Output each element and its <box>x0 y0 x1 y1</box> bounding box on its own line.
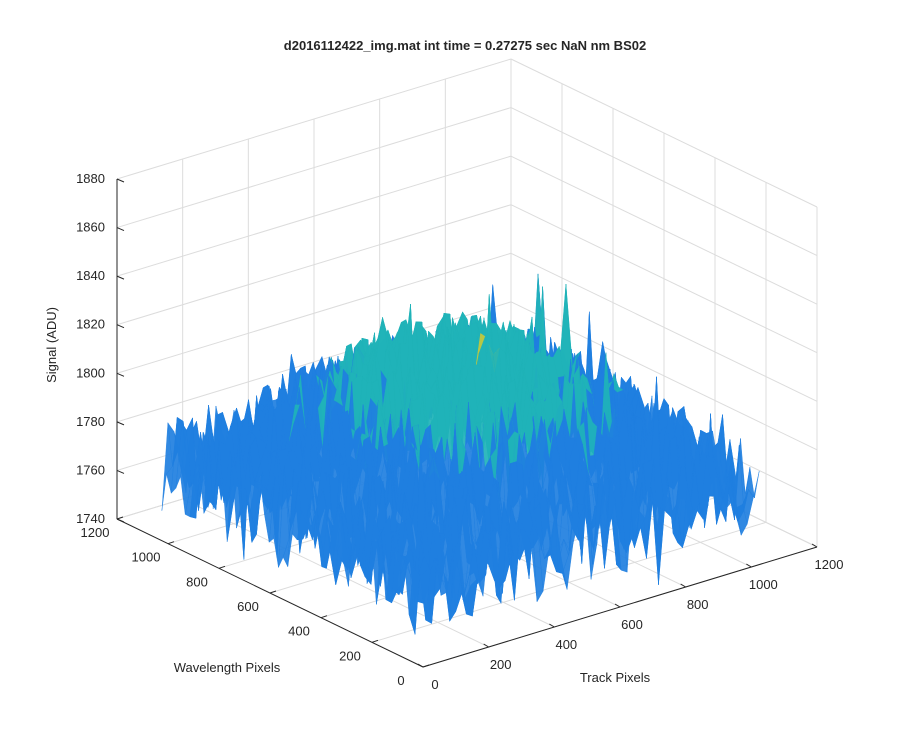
y-tick-label: 1200 <box>81 525 110 540</box>
z-tick-label: 1780 <box>76 414 105 429</box>
z-tick-mark <box>116 518 125 523</box>
z-tick-mark <box>116 469 125 474</box>
x-tick-mark <box>746 563 752 568</box>
z-tick-label: 1760 <box>76 462 105 477</box>
z-tick-label: 1860 <box>76 220 105 235</box>
grid-line-sidewall-z <box>510 301 818 451</box>
y-tick-mark <box>269 590 277 594</box>
y-tick-label: 400 <box>288 624 310 639</box>
y-tick-mark <box>167 541 175 545</box>
z-tick-mark <box>116 275 125 280</box>
chart-title: d2016112422_img.mat int time = 0.27275 s… <box>284 38 646 53</box>
x-tick-label: 400 <box>555 637 577 652</box>
surface-mesh <box>161 273 760 635</box>
grid-line-sidewall-z <box>510 252 818 402</box>
z-tick-mark <box>116 372 125 377</box>
y-tick-label: 0 <box>397 673 404 688</box>
y-tick-label: 600 <box>237 599 259 614</box>
z-axis-label: Signal (ADU) <box>44 307 59 383</box>
z-tick-mark <box>116 324 125 329</box>
x-tick-label: 200 <box>490 657 512 672</box>
y-tick-mark <box>116 516 124 520</box>
z-tick-label: 1820 <box>76 317 105 332</box>
y-tick-label: 800 <box>186 574 208 589</box>
y-tick-mark <box>218 565 226 569</box>
z-tick-label: 1800 <box>76 365 105 380</box>
grid-line-backwall-z <box>116 107 512 229</box>
x-tick-mark <box>614 603 621 608</box>
y-tick-mark <box>320 615 328 619</box>
grid-line-backwall-z <box>116 58 512 180</box>
tick-labels: 0 200 400 600 800 1000 1200 0 200 400 600 800 1000 12… <box>76 171 843 692</box>
grid-line-backwall-z <box>116 155 512 277</box>
x-tick-mark <box>417 663 424 668</box>
x-tick-label: 0 <box>431 677 438 692</box>
grid-line-sidewall-z <box>510 155 818 305</box>
y-tick-mark <box>422 664 430 668</box>
z-tick-mark <box>116 178 125 183</box>
y-tick-mark <box>371 639 379 643</box>
z-tick-label: 1840 <box>76 268 105 283</box>
x-axis-label: Track Pixels <box>580 670 651 685</box>
z-tick-label: 1740 <box>76 511 105 526</box>
surface-patch <box>418 555 430 575</box>
x-tick-label: 1200 <box>815 557 844 572</box>
y-tick-label: 1000 <box>132 550 161 565</box>
z-tick-mark <box>116 421 125 426</box>
grid-line-sidewall-z <box>510 204 818 354</box>
y-tick-label: 200 <box>339 648 361 663</box>
grid-line-backwall-z <box>116 204 512 326</box>
z-tick-mark <box>116 227 125 232</box>
x-tick-mark <box>680 583 686 588</box>
x-tick-label: 800 <box>687 597 709 612</box>
x-tick-mark <box>549 623 555 628</box>
grid-line-backwall-z <box>116 252 512 374</box>
y-axis-label: Wavelength Pixels <box>174 660 281 675</box>
x-tick-mark <box>811 543 818 548</box>
z-tick-label: 1880 <box>76 171 105 186</box>
grid-line-sidewall-z <box>510 107 818 257</box>
grid-line-floor-y <box>371 521 767 643</box>
x-tick-mark <box>483 643 489 648</box>
x-tick-label: 1000 <box>749 577 778 592</box>
grid-line-sidewall-z <box>510 58 818 208</box>
axis-lines <box>116 178 818 668</box>
x-tick-label: 600 <box>621 617 643 632</box>
